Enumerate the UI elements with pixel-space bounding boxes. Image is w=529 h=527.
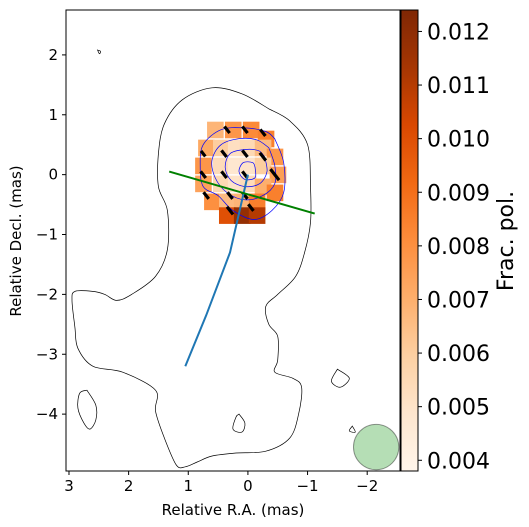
overlay-lines bbox=[168, 170, 315, 367]
colorbar-tick-label-0: 0.004 bbox=[427, 449, 490, 474]
x-tick-label-0: 3 bbox=[64, 477, 74, 495]
x-axis-ticks: 3 2 1 0 −1 −2 bbox=[64, 471, 378, 495]
contour-blue-inner bbox=[224, 148, 268, 188]
pol-vector-0 bbox=[223, 125, 231, 135]
contour-island-3 bbox=[232, 413, 246, 433]
polarization-ticks bbox=[199, 125, 281, 216]
colorbar-tick-label-6: 0.010 bbox=[427, 128, 490, 153]
x-tick-label-3: 0 bbox=[243, 477, 253, 495]
pol-cell-21 bbox=[266, 184, 284, 202]
pol-cell-2 bbox=[242, 121, 260, 139]
pol-vector-4 bbox=[220, 149, 228, 158]
colorbar-tick-label-7: 0.011 bbox=[427, 74, 490, 99]
pol-vector-11 bbox=[202, 191, 211, 200]
x-axis-label: Relative R.A. (mas) bbox=[162, 501, 305, 519]
plot-area bbox=[71, 49, 400, 471]
pol-vector-5 bbox=[241, 149, 249, 158]
x-tick-label-5: −2 bbox=[356, 477, 378, 495]
colorbar-tick-label-1: 0.005 bbox=[427, 396, 490, 421]
y-axis-label: Relative Decl. (mas) bbox=[7, 165, 25, 316]
pol-cell-14 bbox=[254, 157, 272, 175]
pol-vector-8 bbox=[220, 170, 228, 179]
x-tick-label-1: 2 bbox=[124, 477, 134, 495]
y-tick-label-1: 1 bbox=[48, 106, 58, 124]
contour-blue-core bbox=[238, 161, 257, 181]
overlay-line-0 bbox=[184, 174, 249, 367]
y-axis-ticks: 2 1 0 −1 −2 −3 −4 bbox=[36, 46, 66, 423]
pol-vector-14 bbox=[225, 205, 235, 216]
pol-vector-15 bbox=[247, 203, 255, 212]
pol-cell-15 bbox=[269, 166, 287, 184]
colorbar-ticks: 0.004 0.005 0.006 0.007 0.008 0.009 0.010 0.011… bbox=[418, 20, 490, 474]
y-tick-label-2: 0 bbox=[48, 166, 58, 184]
colorbar-tick-label-2: 0.006 bbox=[427, 342, 490, 367]
pol-vector-10 bbox=[269, 168, 281, 182]
contour-island-0 bbox=[96, 49, 102, 55]
pol-vector-6 bbox=[258, 151, 268, 162]
pol-vector-1 bbox=[241, 125, 249, 135]
pol-cell-1 bbox=[224, 121, 242, 139]
colorbar bbox=[400, 9, 419, 472]
pol-cell-0 bbox=[207, 121, 224, 139]
y-tick-label-4: −2 bbox=[36, 285, 58, 303]
plot-frame bbox=[65, 9, 401, 472]
pol-cell-7 bbox=[239, 139, 257, 157]
contour-island-1 bbox=[77, 389, 98, 430]
x-tick-label-4: −1 bbox=[296, 477, 318, 495]
pol-cell-10 bbox=[195, 157, 212, 175]
x-tick-label-2: 1 bbox=[183, 477, 193, 495]
colorbar-tick-label-3: 0.007 bbox=[427, 288, 490, 313]
beam-circle bbox=[352, 423, 400, 471]
y-tick-label-5: −3 bbox=[36, 345, 58, 363]
y-tick-label-6: −4 bbox=[36, 405, 58, 423]
colorbar-tick-label-8: 0.012 bbox=[427, 20, 490, 45]
y-tick-label-3: −1 bbox=[36, 226, 58, 244]
pol-vector-12 bbox=[226, 191, 234, 200]
intensity-contours bbox=[71, 49, 356, 469]
contour-outer bbox=[71, 87, 312, 469]
pol-cell-13 bbox=[239, 157, 257, 175]
colorbar-tick-label-4: 0.008 bbox=[427, 235, 490, 260]
contour-island-4 bbox=[348, 425, 356, 433]
y-tick-label-0: 2 bbox=[48, 46, 58, 64]
pol-vector-7 bbox=[199, 170, 208, 179]
pol-cell-26 bbox=[218, 207, 236, 224]
pol-cell-5 bbox=[213, 139, 230, 157]
overlay-line-1 bbox=[168, 170, 315, 215]
colorbar-tick-label-5: 0.009 bbox=[427, 181, 490, 206]
contour-island-2 bbox=[331, 368, 350, 388]
pol-vector-2 bbox=[258, 128, 267, 138]
pol-vector-3 bbox=[199, 149, 207, 158]
colorbar-label: Frac. pol. bbox=[494, 191, 519, 291]
